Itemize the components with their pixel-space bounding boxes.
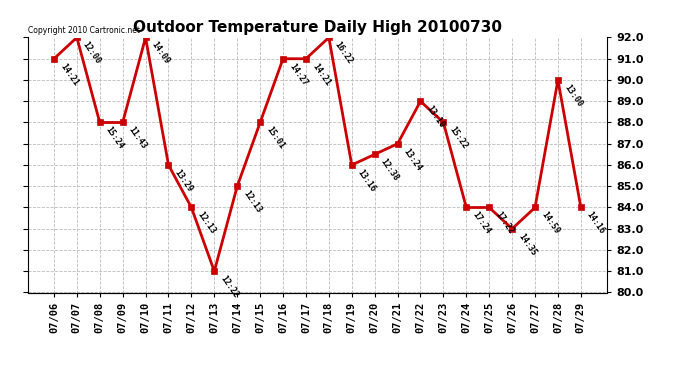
Text: 17:22: 17:22: [493, 210, 515, 236]
Text: Copyright 2010 Cartronic.net: Copyright 2010 Cartronic.net: [28, 26, 139, 35]
Text: 11:43: 11:43: [127, 125, 148, 151]
Text: 13:10: 13:10: [424, 104, 446, 130]
Text: 15:22: 15:22: [448, 125, 469, 151]
Text: 14:35: 14:35: [516, 231, 538, 257]
Text: 12:13: 12:13: [195, 210, 217, 236]
Text: 13:24: 13:24: [402, 147, 424, 172]
Text: 12:22: 12:22: [219, 274, 240, 300]
Text: 13:29: 13:29: [172, 168, 195, 194]
Text: 15:24: 15:24: [104, 125, 126, 151]
Text: 13:00: 13:00: [562, 83, 584, 108]
Text: 17:24: 17:24: [471, 210, 492, 236]
Text: 14:59: 14:59: [539, 210, 561, 236]
Text: 14:27: 14:27: [287, 62, 309, 87]
Title: Outdoor Temperature Daily High 20100730: Outdoor Temperature Daily High 20100730: [133, 20, 502, 35]
Text: 14:21: 14:21: [58, 62, 80, 87]
Text: 14:21: 14:21: [310, 62, 332, 87]
Text: 12:13: 12:13: [241, 189, 263, 214]
Text: 12:38: 12:38: [379, 157, 401, 183]
Text: 16:22: 16:22: [333, 40, 355, 66]
Text: 13:16: 13:16: [356, 168, 377, 194]
Text: 14:16: 14:16: [585, 210, 607, 236]
Text: 15:01: 15:01: [264, 125, 286, 151]
Text: 14:09: 14:09: [150, 40, 171, 66]
Text: 12:00: 12:00: [81, 40, 103, 66]
